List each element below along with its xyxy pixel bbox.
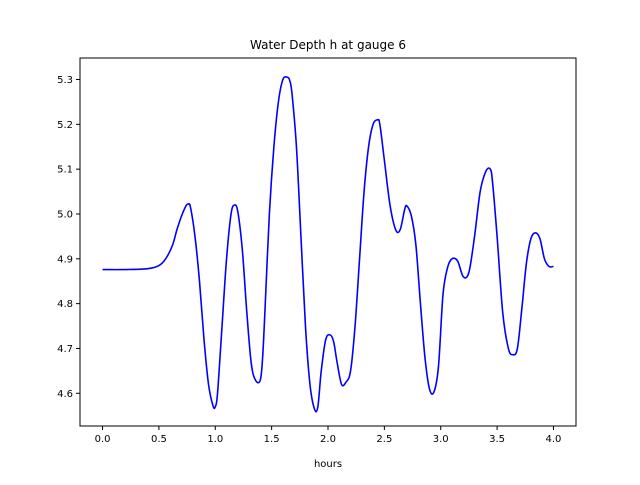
- y-tick-label: 4.9: [57, 254, 73, 265]
- x-tick-label: 3.5: [489, 434, 505, 445]
- x-axis: 0.0 0.5 1.0 1.5 2.0 2.5 3.0 3.5 4.0: [95, 426, 562, 445]
- y-tick-label: 4.6: [57, 389, 73, 400]
- x-tick-label: 0.0: [95, 434, 111, 445]
- x-tick-label: 0.5: [151, 434, 167, 445]
- water-depth-series-line: [102, 75, 554, 413]
- x-axis-label: hours: [314, 459, 342, 470]
- x-tick-label: 2.5: [376, 434, 392, 445]
- chart-title: Water Depth h at gauge 6: [250, 38, 406, 52]
- y-tick-label: 4.8: [57, 299, 73, 310]
- x-tick-label: 4.0: [546, 434, 562, 445]
- y-tick-label: 5.0: [57, 209, 73, 220]
- y-tick-label: 4.7: [57, 344, 73, 355]
- x-tick-label: 2.0: [320, 434, 336, 445]
- y-tick-label: 5.3: [57, 75, 73, 86]
- x-tick-label: 3.0: [433, 434, 449, 445]
- y-tick-label: 5.2: [57, 120, 73, 131]
- y-tick-label: 5.1: [57, 165, 73, 176]
- series-layer: [102, 75, 554, 413]
- x-tick-label: 1.5: [264, 434, 280, 445]
- x-tick-label: 1.0: [207, 434, 223, 445]
- y-axis: 4.6 4.7 4.8 4.9 5.0 5.1 5.2 5.3: [57, 75, 80, 400]
